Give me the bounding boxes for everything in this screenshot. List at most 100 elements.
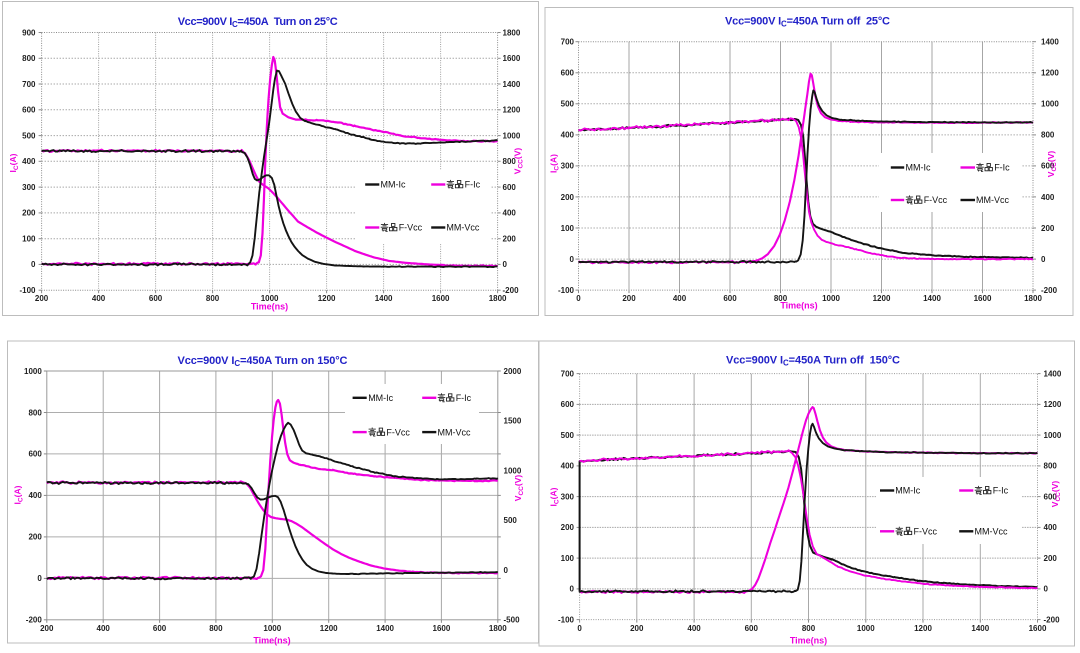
svg-text:500: 500 <box>561 100 575 109</box>
svg-text:1600: 1600 <box>1029 624 1047 633</box>
svg-text:MM-Vcc: MM-Vcc <box>976 195 1009 205</box>
svg-text:MM-Ic: MM-Ic <box>895 486 920 496</box>
svg-text:F-Vcc: F-Vcc <box>914 527 938 537</box>
svg-text:1800: 1800 <box>489 624 507 633</box>
svg-text:800: 800 <box>22 54 36 63</box>
svg-text:600: 600 <box>153 624 167 633</box>
svg-text:600: 600 <box>1041 162 1055 171</box>
svg-text:1000: 1000 <box>857 624 875 633</box>
svg-text:700: 700 <box>22 80 36 89</box>
svg-text:600: 600 <box>503 183 517 192</box>
svg-text:-100: -100 <box>19 286 36 295</box>
svg-text:F-Ic: F-Ic <box>456 393 472 403</box>
svg-text:F-Vcc: F-Vcc <box>386 427 410 437</box>
svg-text:400: 400 <box>92 294 106 303</box>
svg-text:500: 500 <box>561 431 575 440</box>
svg-text:0: 0 <box>570 255 575 264</box>
svg-text:600: 600 <box>149 294 163 303</box>
svg-text:800: 800 <box>1044 462 1058 471</box>
svg-text:1400: 1400 <box>1041 38 1059 47</box>
svg-text:0: 0 <box>576 294 581 303</box>
svg-text:-100: -100 <box>558 286 575 295</box>
svg-text:200: 200 <box>40 624 54 633</box>
svg-text:Vcc=900V IC=450A Turn off 150: Vcc=900V IC=450A Turn off 150°C <box>726 355 900 368</box>
svg-text:200: 200 <box>1044 554 1058 563</box>
svg-text:MM-Ic: MM-Ic <box>368 393 393 403</box>
svg-text:0: 0 <box>503 260 508 269</box>
svg-text:1200: 1200 <box>320 624 338 633</box>
svg-text:F-Ic: F-Ic <box>993 486 1009 496</box>
svg-text:1800: 1800 <box>489 294 507 303</box>
svg-text:800: 800 <box>206 294 220 303</box>
svg-text:-200: -200 <box>503 286 520 295</box>
svg-text:300: 300 <box>561 162 575 171</box>
svg-text:800: 800 <box>209 624 223 633</box>
svg-text:1400: 1400 <box>923 294 941 303</box>
svg-text:1200: 1200 <box>1041 69 1059 78</box>
svg-text:100: 100 <box>22 235 36 244</box>
svg-text:1400: 1400 <box>503 80 521 89</box>
svg-text:1000: 1000 <box>261 294 279 303</box>
svg-text:400: 400 <box>687 624 701 633</box>
svg-text:200: 200 <box>503 235 517 244</box>
svg-text:0: 0 <box>577 624 582 633</box>
svg-text:-200: -200 <box>1041 286 1058 295</box>
svg-text:MM-Vcc: MM-Vcc <box>975 527 1008 537</box>
svg-text:300: 300 <box>22 183 36 192</box>
svg-text:1400: 1400 <box>376 624 394 633</box>
svg-text:0: 0 <box>1041 255 1046 264</box>
svg-text:200: 200 <box>22 209 36 218</box>
svg-text:1000: 1000 <box>1041 100 1059 109</box>
svg-text:1400: 1400 <box>1044 369 1062 378</box>
svg-text:800: 800 <box>774 294 788 303</box>
svg-text:800: 800 <box>1041 131 1055 140</box>
svg-text:0: 0 <box>37 574 42 583</box>
svg-text:0: 0 <box>1044 585 1049 594</box>
svg-text:1800: 1800 <box>1024 294 1042 303</box>
svg-text:200: 200 <box>35 294 49 303</box>
svg-text:-200: -200 <box>1044 615 1061 624</box>
svg-text:1000: 1000 <box>263 624 281 633</box>
svg-text:800: 800 <box>503 157 517 166</box>
svg-text:200: 200 <box>630 624 644 633</box>
svg-text:600: 600 <box>28 450 42 459</box>
svg-text:600: 600 <box>745 624 759 633</box>
svg-text:600: 600 <box>561 400 575 409</box>
svg-text:100: 100 <box>561 224 575 233</box>
svg-text:MM-Ic: MM-Ic <box>906 163 931 173</box>
svg-text:1200: 1200 <box>318 294 336 303</box>
svg-text:1600: 1600 <box>432 294 450 303</box>
svg-text:-100: -100 <box>558 615 575 624</box>
svg-text:F-Ic: F-Ic <box>994 163 1010 173</box>
svg-text:500: 500 <box>22 131 36 140</box>
svg-text:Vcc=900V IC=450A Turn on 25°C: Vcc=900V IC=450A Turn on 25°C <box>178 16 338 29</box>
svg-text:400: 400 <box>1044 523 1058 532</box>
svg-text:VCC(V): VCC(V) <box>1050 481 1062 508</box>
svg-text:IC(A): IC(A) <box>549 154 561 173</box>
svg-text:F-Vcc: F-Vcc <box>399 223 423 233</box>
svg-text:0: 0 <box>31 260 36 269</box>
svg-text:1200: 1200 <box>503 106 521 115</box>
svg-text:IC(A): IC(A) <box>8 153 20 172</box>
svg-text:500: 500 <box>504 516 518 525</box>
svg-text:Vcc=900V IC=450A Turn off 25°: Vcc=900V IC=450A Turn off 25°C <box>725 16 890 29</box>
svg-text:400: 400 <box>97 624 111 633</box>
svg-text:Time(ns): Time(ns) <box>251 302 288 312</box>
svg-text:400: 400 <box>673 294 687 303</box>
svg-text:300: 300 <box>561 492 575 501</box>
svg-text:700: 700 <box>561 369 575 378</box>
svg-text:1400: 1400 <box>375 294 393 303</box>
svg-text:400: 400 <box>1041 193 1055 202</box>
svg-text:VCC(V): VCC(V) <box>513 148 525 175</box>
svg-text:0: 0 <box>570 585 575 594</box>
svg-text:-500: -500 <box>504 616 521 625</box>
svg-text:100: 100 <box>561 554 575 563</box>
svg-text:900: 900 <box>22 28 36 37</box>
svg-text:400: 400 <box>561 462 575 471</box>
svg-text:600: 600 <box>22 106 36 115</box>
svg-text:1000: 1000 <box>24 367 42 376</box>
svg-text:1600: 1600 <box>974 294 992 303</box>
svg-text:VCC(V): VCC(V) <box>1046 151 1058 178</box>
svg-text:700: 700 <box>561 38 575 47</box>
svg-text:F-Ic: F-Ic <box>465 180 481 190</box>
